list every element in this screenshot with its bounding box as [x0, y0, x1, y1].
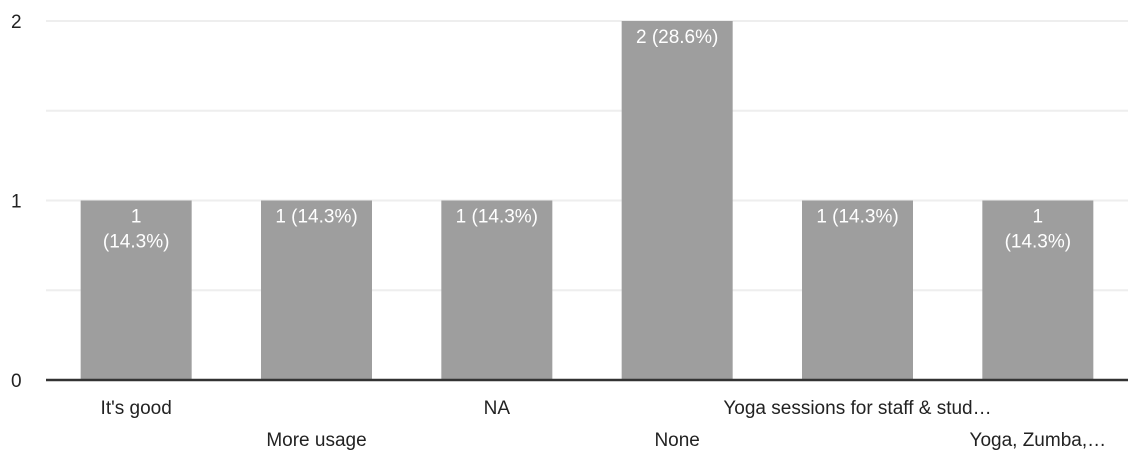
y-tick-label: 1	[11, 192, 22, 213]
bar-data-label: 2 (28.6%)	[636, 27, 718, 48]
bar-data-label: (14.3%)	[1005, 232, 1072, 253]
x-category-label: Yoga sessions for staff & stud…	[723, 398, 991, 419]
bars	[80, 21, 1094, 380]
x-category-label: It's good	[101, 398, 172, 419]
x-category-label: Yoga, Zumba,…	[970, 430, 1107, 451]
bar-data-label: (14.3%)	[103, 232, 170, 253]
bar-data-label: 1 (14.3%)	[456, 207, 538, 228]
x-category-label: NA	[484, 398, 511, 419]
x-axis-categories: It's good More usage NA None Yoga sessions f…	[101, 398, 1107, 451]
bar-data-label: 1 (14.3%)	[816, 207, 898, 228]
bar	[621, 21, 733, 380]
bar	[80, 200, 192, 380]
y-tick-label: 2	[11, 12, 22, 33]
gridlines	[46, 20, 1128, 292]
bar	[441, 200, 553, 380]
bar-data-label: 1	[1033, 207, 1044, 228]
bar-data-labels: 1 (14.3%) 1 (14.3%) 1 (14.3%) 2 (28.6%) 1 (14…	[103, 27, 1071, 253]
bar	[261, 200, 372, 380]
y-axis-ticks: 0 1 2	[11, 12, 22, 392]
y-tick-label: 0	[11, 371, 22, 392]
bar-data-label: 1 (14.3%)	[275, 207, 357, 228]
x-category-label: None	[654, 430, 699, 451]
bar-data-label: 1	[131, 207, 142, 228]
x-category-label: More usage	[266, 430, 366, 451]
bar	[982, 200, 1094, 380]
bar	[802, 200, 913, 380]
